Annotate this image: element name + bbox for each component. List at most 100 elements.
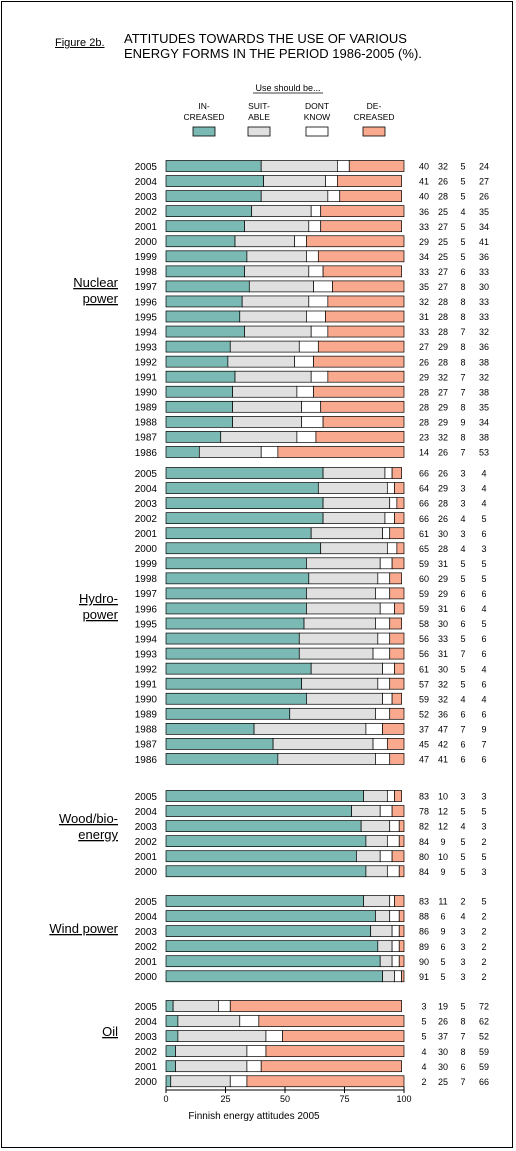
bar-segment (317, 482, 388, 494)
year-label: 2004 (135, 484, 158, 495)
year-label: 2000 (135, 1077, 158, 1088)
bar-segment (165, 542, 322, 555)
value-label: 5 (460, 807, 465, 817)
bar-segment (372, 738, 388, 750)
bar-segment (306, 235, 405, 248)
bar-segment (165, 572, 310, 585)
bar-segment (165, 250, 248, 263)
value-label: 6 (460, 267, 465, 277)
value-label: 47 (438, 724, 448, 734)
legend-label: SUIT- (248, 101, 270, 111)
value-label: 59 (479, 1047, 489, 1057)
bar-segment (389, 910, 400, 922)
bar-segment (260, 160, 338, 172)
value-label: 56 (419, 649, 429, 659)
bar-segment (310, 370, 329, 383)
value-label: 72 (479, 1002, 489, 1012)
value-label: 6 (481, 709, 486, 719)
value-label: 7 (460, 724, 465, 734)
value-label: 7 (460, 1032, 465, 1042)
value-label: 8 (460, 357, 465, 367)
value-label: 30 (438, 1062, 448, 1072)
bar-segment (382, 662, 395, 675)
value-label: 31 (438, 649, 448, 659)
value-label: 6 (481, 634, 486, 644)
bar-segment (246, 1075, 405, 1088)
bar-segment (165, 310, 241, 323)
value-label: 4 (481, 604, 486, 614)
bar-segment (375, 753, 391, 765)
value-label: 29 (419, 372, 429, 382)
bar-segment (308, 265, 324, 278)
bar-segment (401, 970, 405, 983)
bar-segment (218, 1000, 231, 1012)
year-label: 2002 (135, 207, 158, 218)
value-label: 6 (460, 1062, 465, 1072)
bar-segment (398, 955, 405, 968)
year-label: 1993 (135, 342, 158, 353)
bar-segment (365, 722, 383, 735)
bar-segment (165, 1045, 176, 1058)
value-label: 5 (460, 192, 465, 202)
bar-segment (232, 416, 303, 428)
value-label: 30 (438, 664, 448, 674)
legend-label: CREASED (183, 112, 224, 122)
bar-segment (165, 400, 233, 413)
bar-segment (320, 400, 405, 413)
bar-segment (165, 790, 364, 802)
value-label: 37 (419, 724, 429, 734)
bar-segment (177, 1015, 241, 1027)
value-label: 3 (481, 792, 486, 802)
bar-segment (234, 235, 295, 248)
year-label: 2004 (135, 912, 158, 923)
year-label: 2004 (135, 807, 158, 818)
bar-segment (165, 753, 279, 765)
value-label: 27 (419, 342, 429, 352)
value-label: 37 (438, 1032, 448, 1042)
value-label: 5 (481, 514, 486, 524)
bar-segment (327, 295, 405, 308)
value-label: 31 (419, 312, 429, 322)
value-label: 64 (419, 484, 429, 494)
bar-segment (375, 707, 391, 720)
group-label: Oil (102, 1024, 118, 1039)
bar-segment (165, 1075, 172, 1088)
bar-segment (327, 190, 341, 202)
bar-segment (220, 431, 298, 443)
legend-label: IN- (198, 101, 210, 111)
legend-swatch (192, 126, 216, 137)
value-label: 2 (481, 837, 486, 847)
group-label: energy (78, 827, 118, 842)
bar-segment (313, 280, 333, 293)
value-label: 38 (479, 387, 489, 397)
year-label: 1996 (135, 297, 158, 308)
bar-segment (165, 340, 231, 353)
value-label: 5 (460, 237, 465, 247)
bar-segment (332, 280, 405, 293)
year-label: 1991 (135, 680, 158, 691)
year-label: 2003 (135, 1032, 158, 1043)
value-label: 34 (479, 222, 489, 232)
bar-segment (389, 677, 405, 690)
value-label: 42 (438, 740, 448, 750)
value-label: 5 (421, 1017, 426, 1027)
value-label: 3 (460, 927, 465, 937)
value-label: 32 (438, 679, 448, 689)
bar-segment (379, 850, 393, 863)
figure-title-line-1: ATTITUDES TOWARDS THE USE OF VARIOUS (124, 31, 407, 46)
value-label: 9 (440, 837, 445, 847)
x-tick-label: 25 (220, 1094, 230, 1104)
value-label: 40 (419, 162, 429, 172)
bar-segment (382, 722, 405, 735)
bar-segment (308, 220, 322, 233)
bar-segment (377, 632, 391, 645)
bar-segment (170, 1075, 231, 1088)
value-label: 38 (479, 357, 489, 367)
bar-segment (320, 205, 405, 217)
value-label: 5 (481, 574, 486, 584)
value-label: 8 (460, 312, 465, 322)
value-label: 78 (419, 807, 429, 817)
bar-segment (165, 677, 303, 690)
year-label: 1988 (135, 725, 158, 736)
value-label: 31 (438, 559, 448, 569)
